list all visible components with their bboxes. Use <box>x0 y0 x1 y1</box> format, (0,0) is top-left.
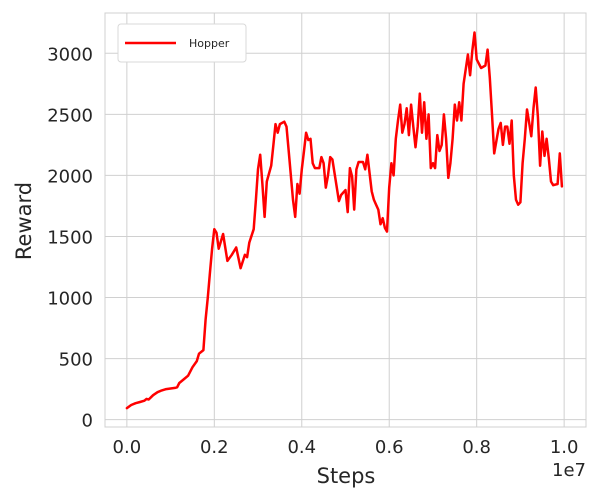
x-axis-ticks: 0.0 0.2 0.4 0.6 0.8 1.0 <box>113 437 579 458</box>
y-tick-label: 2500 <box>47 105 93 126</box>
x-axis-label: Steps <box>317 464 376 488</box>
y-tick-label: 3000 <box>47 44 93 65</box>
x-tick-label: 0.0 <box>113 437 142 458</box>
legend: Hopper <box>117 23 247 63</box>
y-tick-label: 500 <box>59 350 93 371</box>
x-tick-label: 1.0 <box>550 437 579 458</box>
y-axis-label: Reward <box>12 182 36 260</box>
y-tick-label: 0 <box>82 411 93 432</box>
y-tick-label: 1500 <box>47 227 93 248</box>
x-tick-label: 0.6 <box>375 437 404 458</box>
x-tick-label: 0.4 <box>287 437 316 458</box>
legend-label-hopper: Hopper <box>189 37 230 50</box>
y-tick-label: 2000 <box>47 166 93 187</box>
plot-area <box>104 12 587 428</box>
series-line-hopper <box>125 31 564 410</box>
x-axis-offset-label: 1e7 <box>552 460 586 481</box>
grid <box>105 13 586 427</box>
y-axis-ticks: 0 500 1000 1500 2000 2500 3000 <box>47 44 93 431</box>
y-tick-label: 1000 <box>47 289 93 310</box>
series-layer <box>125 31 564 410</box>
x-tick-label: 0.2 <box>200 437 229 458</box>
x-tick-label: 0.8 <box>462 437 491 458</box>
legend-box <box>117 23 247 63</box>
